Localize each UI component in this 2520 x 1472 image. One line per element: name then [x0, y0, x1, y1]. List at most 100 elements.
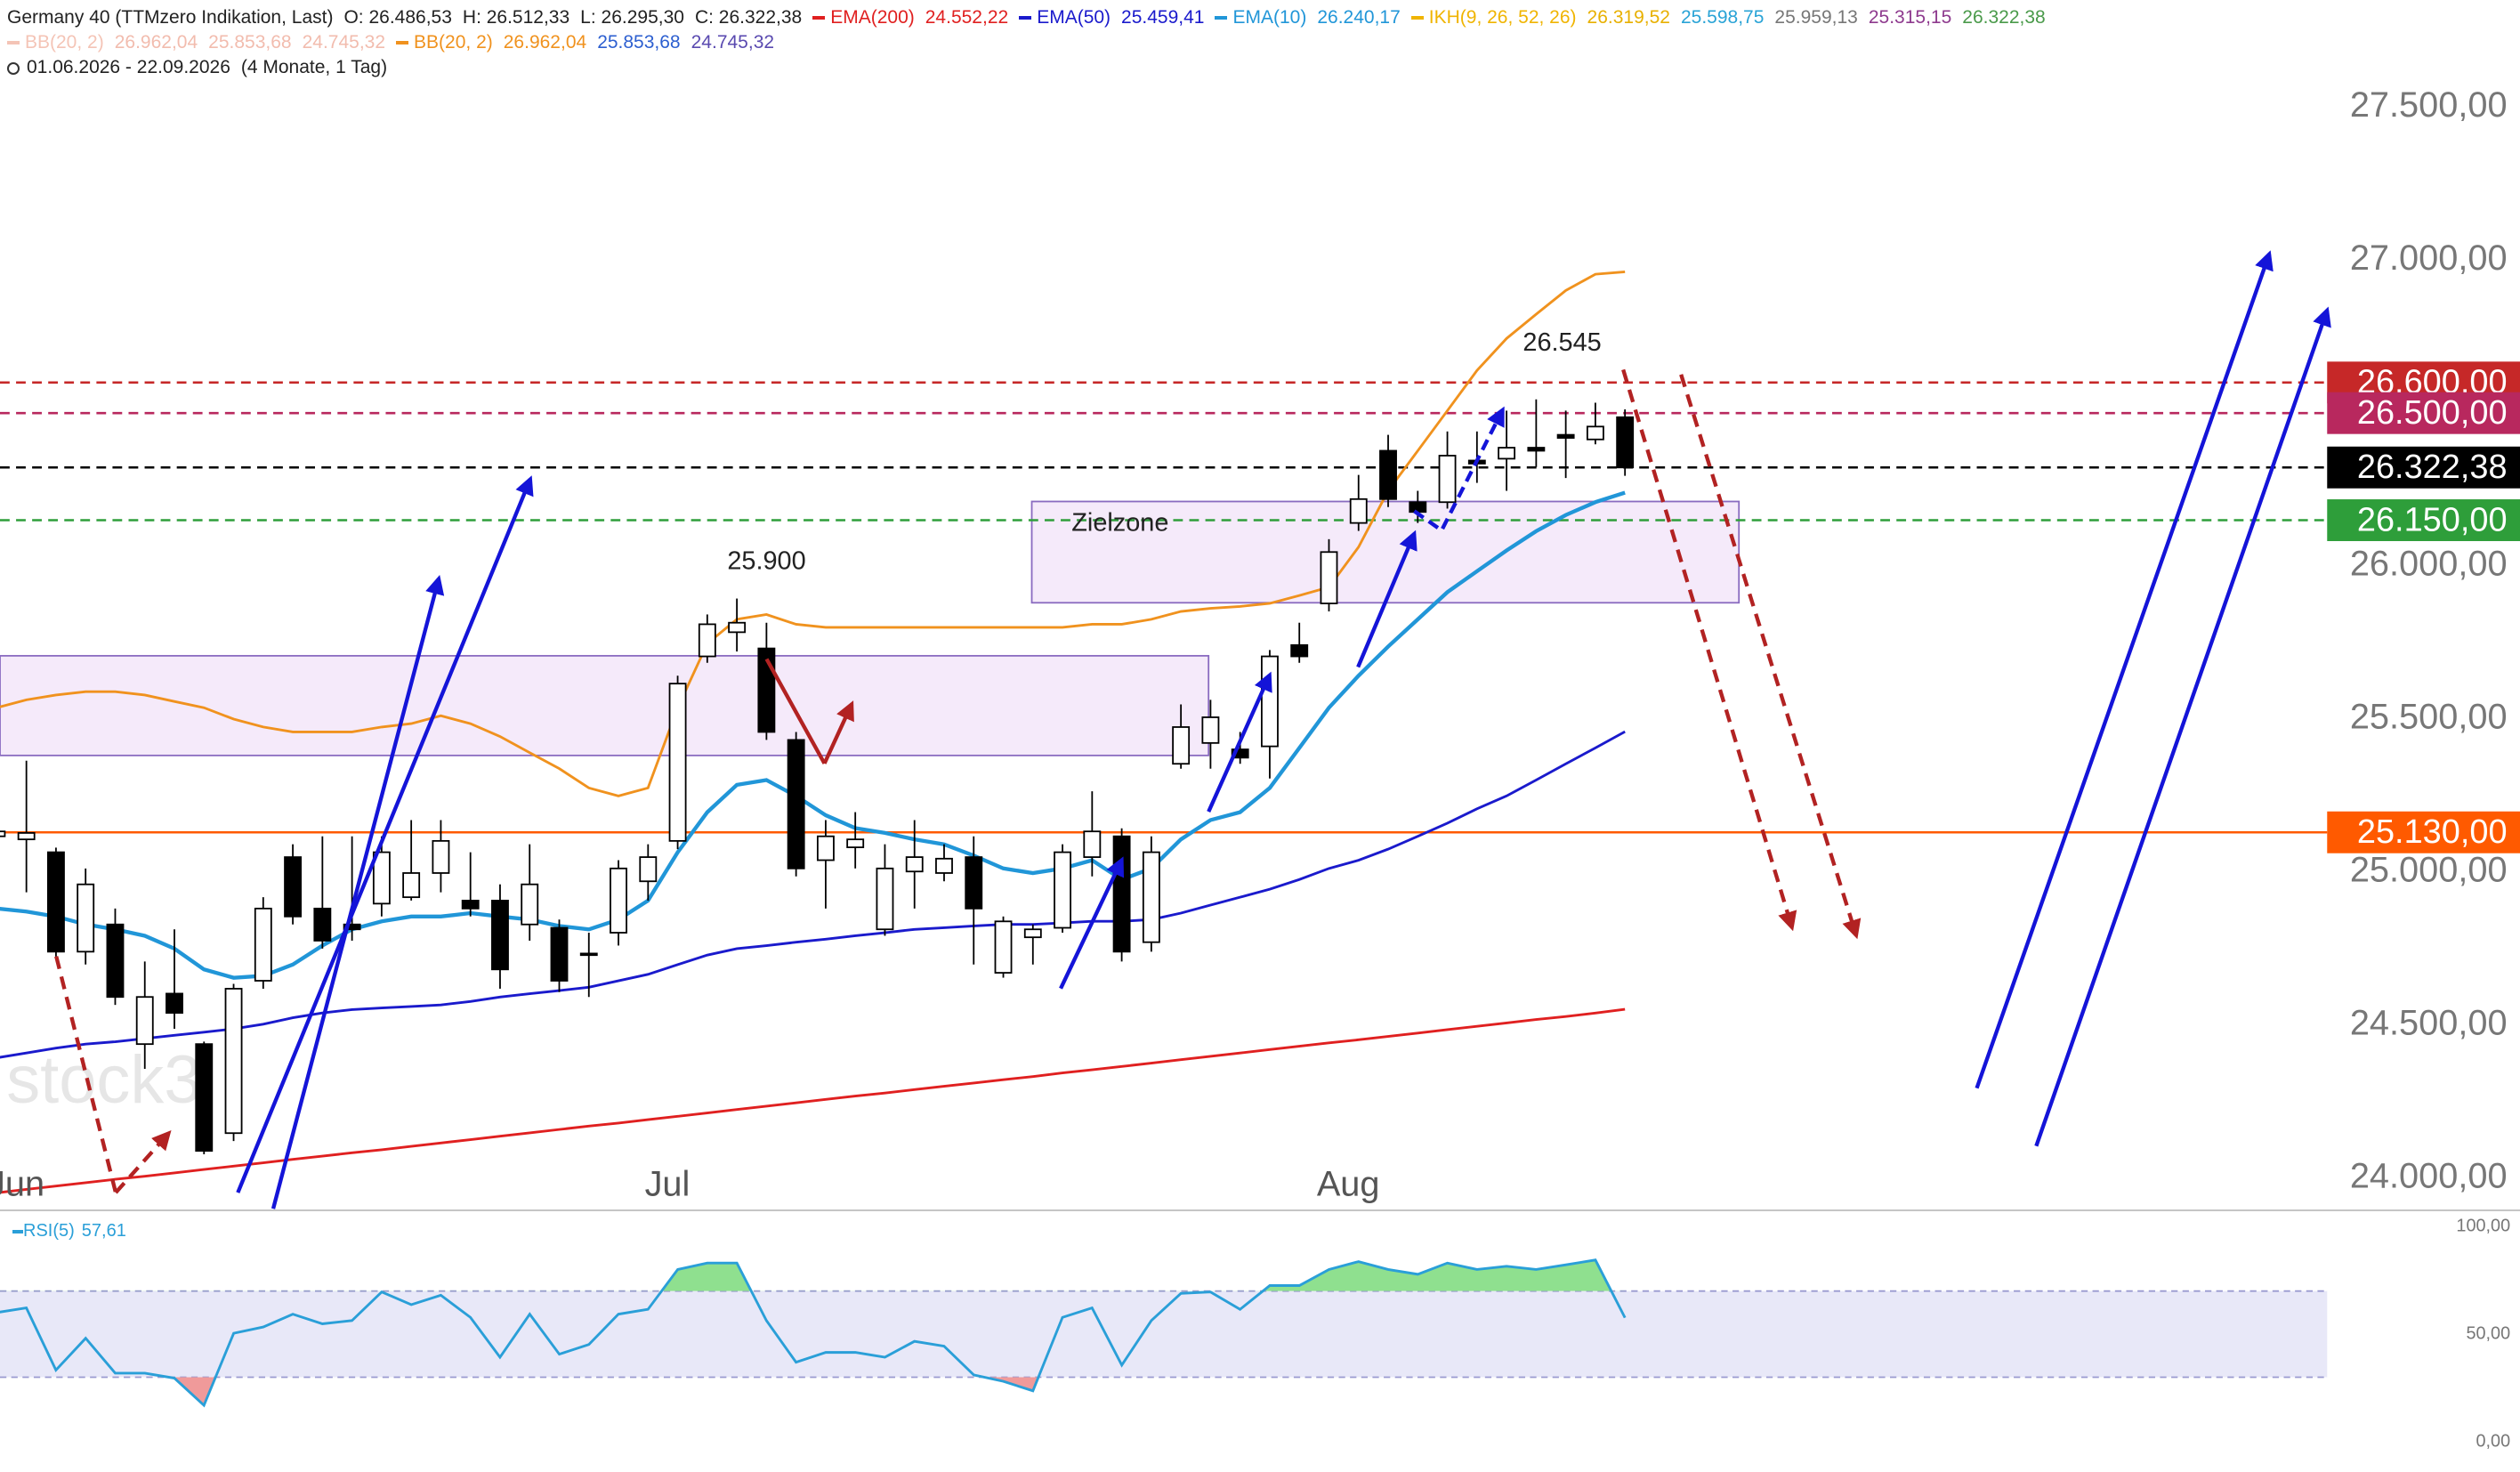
candle-body — [550, 926, 569, 982]
candle-body — [579, 952, 598, 957]
drawn-line — [764, 658, 827, 764]
candle-body — [935, 857, 953, 874]
drawn-arrow — [1975, 250, 2274, 1089]
candle-body — [1142, 851, 1160, 943]
annotation: 26.545 — [1522, 328, 1601, 357]
legend-value: 25.959,13 — [1774, 7, 1858, 28]
ohlc-label: O: 26.486,53 — [343, 7, 452, 28]
y-tick-label: 50,00 — [2466, 1323, 2510, 1343]
candle-body — [1172, 726, 1191, 765]
candle-body — [1527, 447, 1546, 452]
candle-body — [965, 856, 983, 910]
ohlc-label: C: 26.322,38 — [694, 7, 803, 28]
drawn-arrow — [822, 700, 854, 764]
legend-name: EMA(50) — [1037, 7, 1111, 28]
candle-body — [876, 867, 894, 931]
candle-body — [639, 856, 658, 883]
legend-value: 26.240,17 — [1317, 7, 1401, 28]
candle-body — [402, 872, 421, 899]
candle-body — [224, 988, 243, 1135]
candle-body — [1498, 447, 1516, 460]
legend-value: 26.319,52 — [1587, 7, 1670, 28]
y-tick-label: 26.000,00 — [2350, 545, 2508, 584]
legend-value: 25.853,68 — [597, 32, 681, 53]
indicator-line — [0, 1007, 1626, 1194]
legend-value: 25.598,75 — [1680, 7, 1765, 28]
candle-body — [254, 907, 272, 982]
candle-body — [816, 835, 835, 861]
drawn-arrow — [236, 475, 534, 1193]
legend-value: 57,61 — [81, 1221, 126, 1241]
legend-value: 26.322,38 — [1962, 7, 2046, 28]
rsi-band — [0, 1290, 2328, 1378]
candle-body — [195, 1043, 214, 1153]
candle-body — [1409, 501, 1427, 514]
candle-body — [1349, 497, 1368, 524]
legend-swatch — [7, 41, 20, 45]
candle-body — [994, 920, 1013, 974]
candle-body — [787, 739, 805, 869]
legend-name: EMA(10) — [1232, 7, 1307, 28]
legend-name: BB(20, 2) — [414, 32, 493, 53]
candle-body — [1616, 416, 1635, 469]
drawn-arrow — [1356, 530, 1418, 668]
drawing-layer — [54, 250, 2331, 1209]
candle-body — [135, 996, 154, 1046]
clock-icon — [7, 62, 20, 75]
candle-body — [1231, 748, 1249, 759]
drawn-arrow — [271, 574, 445, 1209]
y-tick-label: 25.500,00 — [2350, 698, 2508, 737]
candle-body — [1320, 551, 1338, 604]
rsi-overbought-fill — [0, 1259, 1626, 1291]
candle-body — [1201, 716, 1220, 744]
candle-body — [668, 683, 687, 842]
candle-body — [17, 832, 36, 841]
annotation: Zielzone — [1071, 508, 1168, 537]
y-tick-label: 100,00 — [2456, 1216, 2510, 1235]
x-tick-label: Jun — [0, 1164, 44, 1203]
candle-body — [1290, 643, 1309, 658]
candle-body — [491, 900, 509, 971]
drawn-arrow — [2034, 306, 2331, 1147]
candle-body — [698, 623, 716, 658]
legend-value: 24.745,32 — [691, 32, 775, 53]
zone-box — [1030, 500, 1741, 604]
rsi-legend: RSI(5) 57,61 — [12, 1221, 133, 1241]
candle-body — [1586, 425, 1604, 441]
candle-body — [372, 851, 391, 905]
candle-body — [46, 851, 65, 953]
price-level-label: 26.500,00 — [2357, 394, 2508, 432]
drawn-arrow — [1679, 374, 1862, 940]
candle-body — [610, 867, 627, 934]
candle-body — [1112, 835, 1131, 953]
legend-swatch — [1410, 16, 1424, 20]
indicator-line — [0, 730, 1626, 1059]
price-level-badge — [2327, 499, 2520, 542]
candle-body — [432, 839, 450, 874]
candle-body — [284, 856, 303, 918]
legend-swatch — [812, 16, 826, 20]
legend-value: 25.315,15 — [1868, 7, 1952, 28]
header-line: 01.06.2026 - 22.09.2026 (4 Monate, 1 Tag) — [7, 55, 2056, 80]
legend-value: 25.459,41 — [1121, 7, 1205, 28]
price-axis: 24.000,00 24.500,00 25.000,00 25.500,00 26.0… — [2327, 85, 2520, 1195]
drawn-arrow — [114, 1130, 172, 1194]
candle-body — [461, 900, 480, 910]
price-panel: stock3 25.900 26.545 Zielzone Jun Jul Aug — [0, 270, 2328, 1203]
legend-name: IKH(9, 26, 52, 26) — [1428, 7, 1577, 28]
drawn-line — [1413, 406, 1505, 534]
candle-body — [1261, 655, 1279, 748]
x-tick-label: Aug — [1317, 1164, 1380, 1203]
candle-body — [521, 883, 539, 926]
rsi-panel: 0,00 50,00 100,00 — [0, 1216, 2510, 1451]
annotation: 25.900 — [727, 547, 805, 576]
period: (4 Monate, 1 Tag) — [240, 57, 388, 77]
date-range: 01.06.2026 - 22.09.2026 — [27, 57, 230, 77]
candle-body — [313, 907, 332, 942]
legend-swatch — [12, 1229, 23, 1233]
rsi-line — [0, 1258, 1627, 1408]
watermark: stock3 — [6, 1042, 201, 1118]
y-tick-label: 27.000,00 — [2350, 239, 2508, 278]
candle-body — [77, 883, 95, 953]
